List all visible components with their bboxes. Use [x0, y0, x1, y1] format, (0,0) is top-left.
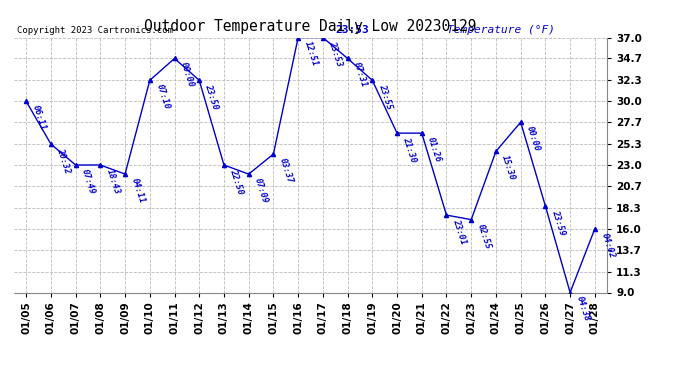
Text: 21:30: 21:30	[402, 136, 418, 164]
Text: 03:37: 03:37	[278, 157, 295, 184]
Text: 18:43: 18:43	[105, 168, 121, 195]
Title: Outdoor Temperature Daily Low 20230129: Outdoor Temperature Daily Low 20230129	[144, 18, 477, 33]
Text: Copyright 2023 Cartronics.com: Copyright 2023 Cartronics.com	[17, 26, 172, 35]
Text: 02:55: 02:55	[475, 222, 493, 250]
Text: 04:11: 04:11	[130, 177, 146, 205]
Text: 07:10: 07:10	[155, 83, 171, 111]
Text: 00:00: 00:00	[525, 125, 542, 153]
Text: 04:02: 04:02	[600, 231, 616, 259]
Text: 12:51: 12:51	[303, 40, 319, 68]
Text: 04:38: 04:38	[575, 295, 591, 323]
Text: Temperature (°F): Temperature (°F)	[447, 25, 555, 35]
Text: 23:50: 23:50	[204, 83, 220, 111]
Text: 06:11: 06:11	[30, 104, 48, 132]
Text: 23:55: 23:55	[377, 83, 393, 111]
Text: 07:49: 07:49	[80, 168, 97, 195]
Text: 07:31: 07:31	[352, 61, 368, 89]
Text: 07:09: 07:09	[253, 177, 270, 205]
Text: 15:30: 15:30	[500, 154, 517, 182]
Text: 23:53: 23:53	[327, 40, 344, 68]
Text: 22:50: 22:50	[228, 168, 245, 195]
Text: 00:00: 00:00	[179, 61, 196, 89]
Text: 23:53: 23:53	[335, 25, 369, 35]
Text: 23:01: 23:01	[451, 218, 468, 246]
Text: 01:26: 01:26	[426, 136, 443, 164]
Text: 20:32: 20:32	[55, 147, 72, 174]
Text: 23:59: 23:59	[550, 209, 566, 237]
